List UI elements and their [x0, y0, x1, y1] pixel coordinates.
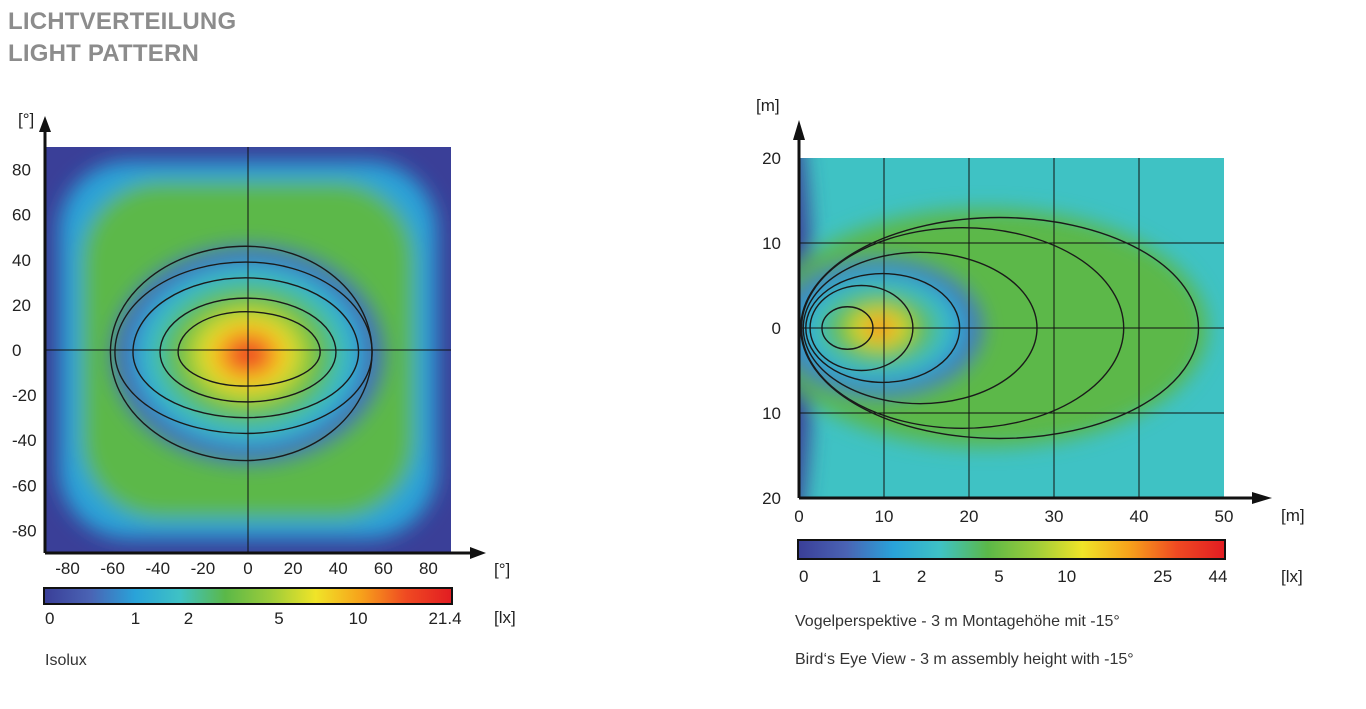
bev-x-unit: [m] — [1281, 506, 1305, 525]
page-title-en: LIGHT PATTERN — [8, 40, 200, 67]
isolux-contour-line — [159, 297, 337, 403]
isolux-y-tick-label: -20 — [12, 386, 37, 405]
bev-colorbar-tick-label: 44 — [1209, 567, 1228, 586]
page-title-de: LICHTVERTEILUNG — [8, 8, 237, 35]
isolux-y-tick-label: 80 — [12, 161, 31, 180]
isolux-y-tick-label: 40 — [12, 251, 31, 270]
bev-contour-line — [805, 272, 961, 384]
isolux-x-tick-label: -40 — [145, 559, 170, 578]
isolux-colorbar-tick-label: 0 — [45, 609, 54, 628]
bev-colorbar-tick-label: 10 — [1057, 567, 1076, 586]
isolux-y-tick-label: -80 — [12, 521, 37, 540]
isolux-x-tick-label: -60 — [100, 559, 125, 578]
bev-y-unit: [m] — [756, 96, 780, 115]
isolux-colorbar — [45, 589, 451, 603]
isolux-x-tick-label: 80 — [419, 559, 438, 578]
isolux-y-tick-label: 20 — [12, 296, 31, 315]
isolux-chart: -80 -60 -40 -20 0 20 40 60 80806040200-20-40-60-… — [12, 116, 486, 628]
bev-y-tick-label: 20 — [762, 489, 781, 508]
isolux-x-arrow — [470, 547, 486, 559]
bev-contour-line — [799, 216, 1200, 440]
isolux-x-tick-label: 0 — [243, 559, 252, 578]
isolux-y-tick-label: 60 — [12, 206, 31, 225]
bev-x-arrow — [1252, 492, 1272, 504]
isolux-colorbar-tick-label: 2 — [184, 609, 193, 628]
bev-contour-line — [809, 284, 914, 372]
isolux-y-tick-label: -60 — [12, 476, 37, 495]
bev-x-tick-label: 20 — [960, 507, 979, 526]
isolux-contour-line — [177, 310, 321, 387]
isolux-caption: Isolux — [45, 652, 87, 669]
bev-contour-line — [821, 306, 874, 350]
isolux-x-tick-label: 40 — [329, 559, 348, 578]
bev-y-tick-label: 0 — [772, 319, 781, 338]
isolux-y-tick-label: 0 — [12, 341, 21, 360]
bev-x-tick-label: 40 — [1130, 507, 1149, 526]
bev-y-tick-label: 10 — [762, 234, 781, 253]
bev-contour-line — [800, 226, 1125, 430]
bev-x-tick-label: 10 — [875, 507, 894, 526]
isolux-x-tick-label: -80 — [55, 559, 80, 578]
bev-colorbar-tick-label: 5 — [994, 567, 1003, 586]
bev-colorbar-tick-label: 25 — [1153, 567, 1172, 586]
isolux-colorbar-tick-label: 5 — [274, 609, 283, 628]
isolux-y-unit: [°] — [18, 110, 35, 129]
isolux-colorbar-unit: [lx] — [494, 608, 516, 627]
isolux-y-tick-label: -40 — [12, 431, 37, 450]
isolux-x-unit: [°] — [494, 560, 511, 579]
bev-y-arrow — [793, 120, 805, 140]
isolux-contour-line — [109, 245, 373, 462]
bev-x-tick-label: 0 — [794, 507, 803, 526]
isolux-contour-line — [132, 277, 360, 419]
bev-caption-en: Bird‘s Eye View - 3 m assembly height wi… — [795, 651, 1134, 668]
bev-colorbar-tick-label: 2 — [917, 567, 926, 586]
isolux-x-tick-label: 20 — [284, 559, 303, 578]
isolux-colorbar-tick-label: 21.4 — [428, 609, 461, 628]
isolux-y-arrow — [39, 116, 51, 132]
bev-contour-line — [802, 251, 1038, 405]
isolux-colorbar-tick-label: 1 — [131, 609, 140, 628]
bev-y-tick-label: 20 — [762, 149, 781, 168]
bev-y-tick-label: 10 — [762, 404, 781, 423]
bev-x-tick-label: 50 — [1215, 507, 1234, 526]
bev-colorbar-tick-label: 1 — [872, 567, 881, 586]
bev-colorbar-unit: [lx] — [1281, 567, 1303, 586]
isolux-x-tick-label: 60 — [374, 559, 393, 578]
bev-colorbar-tick-label: 0 — [799, 567, 808, 586]
bev-x-tick-label: 30 — [1045, 507, 1064, 526]
isolux-x-tick-label: -20 — [191, 559, 216, 578]
bev-colorbar — [799, 541, 1224, 558]
bev-caption-de: Vogelperspektive - 3 m Montagehöhe mit -… — [795, 613, 1120, 630]
isolux-colorbar-tick-label: 10 — [349, 609, 368, 628]
